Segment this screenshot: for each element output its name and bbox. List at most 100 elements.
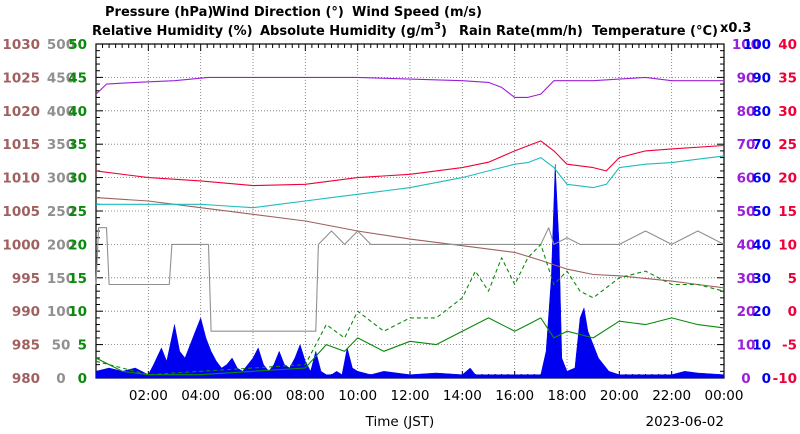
humidity-tick-label: 100: [732, 37, 760, 53]
wind_speed-tick-label: 10: [68, 304, 87, 320]
x-axis-label: Time (JST): [365, 414, 435, 430]
temperature-tick-label: 10: [778, 237, 797, 253]
series-rain-rate: [95, 164, 725, 379]
pressure-tick-label: 980: [12, 371, 40, 387]
wind_direction-tick-label: 150: [47, 271, 75, 287]
x-tick-label: 10:00: [338, 388, 377, 404]
wind_direction-tick-label: 100: [47, 304, 75, 320]
temperature-tick-label: 20: [778, 171, 797, 187]
temperature-tick-label: 30: [778, 104, 797, 120]
pressure-tick-label: 1015: [2, 137, 40, 153]
wind_direction-tick-label: 400: [47, 104, 75, 120]
legend-temperature: Temperature (°C): [592, 24, 718, 39]
plot-area: [95, 43, 725, 379]
series-wind-direction: [95, 227, 725, 332]
wind_speed-tick-label: 20: [68, 237, 87, 253]
x-tick-label: 08:00: [286, 388, 325, 404]
wind_speed-tick-label: 30: [68, 171, 87, 187]
rain-tick-label: 60: [752, 171, 771, 187]
wind_direction-tick-label: 0: [56, 371, 65, 387]
wind_speed-tick-label: 25: [68, 204, 87, 220]
pressure-tick-label: 1030: [2, 37, 40, 53]
wind_speed-tick-label: 45: [68, 70, 87, 86]
rain-tick-label: 10: [752, 338, 771, 354]
wind_direction-tick-label: 200: [47, 237, 75, 253]
plot-frame: [95, 43, 725, 379]
x-tick-label: 22:00: [652, 388, 691, 404]
temperature-tick-label: 0: [788, 304, 797, 320]
series-layer: [95, 76, 725, 379]
wind_speed-tick-label: 40: [68, 104, 87, 120]
pressure-tick-label: 1005: [2, 204, 40, 220]
x-tick-label: 00:00: [705, 388, 744, 404]
x-tick-label: 16:00: [495, 388, 534, 404]
humidity-tick-label: 20: [737, 304, 756, 320]
humidity-tick-label: 80: [737, 104, 756, 120]
pressure-tick-label: 990: [12, 304, 40, 320]
legend-wind-speed: Wind Speed (m/s): [352, 5, 482, 20]
x-tick-label: 04:00: [181, 388, 220, 404]
humidity-tick-label: 0: [741, 371, 750, 387]
rain-tick-label: 100: [743, 37, 771, 53]
temperature-tick-label: -10: [773, 371, 797, 387]
humidity-tick-label: 60: [737, 171, 756, 187]
legend-wind-direction: Wind Direction (°): [212, 5, 344, 20]
wind_direction-tick-label: 250: [47, 204, 75, 220]
legend-absolute-humidity: Absolute Humidity (g/m3): [260, 21, 447, 39]
pressure-tick-label: 1020: [2, 104, 40, 120]
humidity-tick-label: 40: [737, 237, 756, 253]
rain-tick-label: 20: [752, 304, 771, 320]
legend-relative-humidity: Relative Humidity (%): [92, 24, 253, 39]
wind_direction-tick-label: 450: [47, 70, 75, 86]
temperature-tick-label: 40: [778, 37, 797, 53]
x-tick-label: 20:00: [600, 388, 639, 404]
pressure-tick-label: 1010: [2, 171, 40, 187]
series-absolute-humidity-g-m3: [96, 155, 725, 209]
x-tick-label: 14:00: [443, 388, 482, 404]
x-tick-label: 02:00: [129, 388, 168, 404]
humidity-tick-label: 30: [737, 271, 756, 287]
x-tick-label: 06:00: [234, 388, 273, 404]
pressure-tick-label: 1025: [2, 70, 40, 86]
humidity-tick-label: 90: [737, 70, 756, 86]
series-pressure-hpa: [95, 197, 725, 289]
rain-tick-label: 50: [752, 204, 771, 220]
temperature-tick-label: 25: [778, 137, 797, 153]
series-wind-speed-gust-m-s: [95, 243, 725, 376]
series-temperature-c: [95, 140, 725, 187]
temperature-tick-label: 15: [778, 204, 797, 220]
wind_direction-tick-label: 50: [52, 338, 71, 354]
humidity-tick-label: 10: [737, 338, 756, 354]
series-wind-speed-m-s: [95, 317, 725, 376]
legend-rain-rate: Rain Rate(mm/h): [459, 24, 583, 39]
date-label: 2023-06-02: [646, 414, 724, 430]
rain-tick-label: 40: [752, 237, 771, 253]
wind_speed-tick-label: 5: [78, 338, 87, 354]
humidity-tick-label: 70: [737, 137, 756, 153]
wind_speed-tick-label: 0: [78, 371, 87, 387]
rain-tick-label: 0: [762, 371, 771, 387]
rain-tick-label: 30: [752, 271, 771, 287]
wind_speed-tick-label: 35: [68, 137, 87, 153]
humidity-tick-label: 50: [737, 204, 756, 220]
pressure-tick-label: 995: [12, 271, 40, 287]
wind_direction-tick-label: 350: [47, 137, 75, 153]
temperature-tick-label: -5: [782, 338, 797, 354]
wind_direction-tick-label: 300: [47, 171, 75, 187]
temperature-tick-label: 35: [778, 70, 797, 86]
temperature-tick-label: 5: [788, 271, 797, 287]
legend-pressure: Pressure (hPa): [105, 5, 213, 20]
pressure-tick-label: 985: [12, 338, 40, 354]
rain-tick-label: 90: [752, 70, 771, 86]
x-tick-label: 18:00: [548, 388, 587, 404]
wind_direction-tick-label: 500: [47, 37, 75, 53]
axis-ticks: 02:00 04:00 06:00 08:00 10:00 12:00 14:00 16:00…: [2, 37, 797, 404]
pressure-tick-label: 1000: [2, 237, 40, 253]
series-relative-humidity: [95, 76, 724, 98]
wind_speed-tick-label: 15: [68, 271, 87, 287]
x-tick-label: 12:00: [391, 388, 430, 404]
rain-tick-label: 80: [752, 104, 771, 120]
legend-absolute-scale: x0.3: [720, 21, 751, 36]
rain-tick-label: 70: [752, 137, 771, 153]
